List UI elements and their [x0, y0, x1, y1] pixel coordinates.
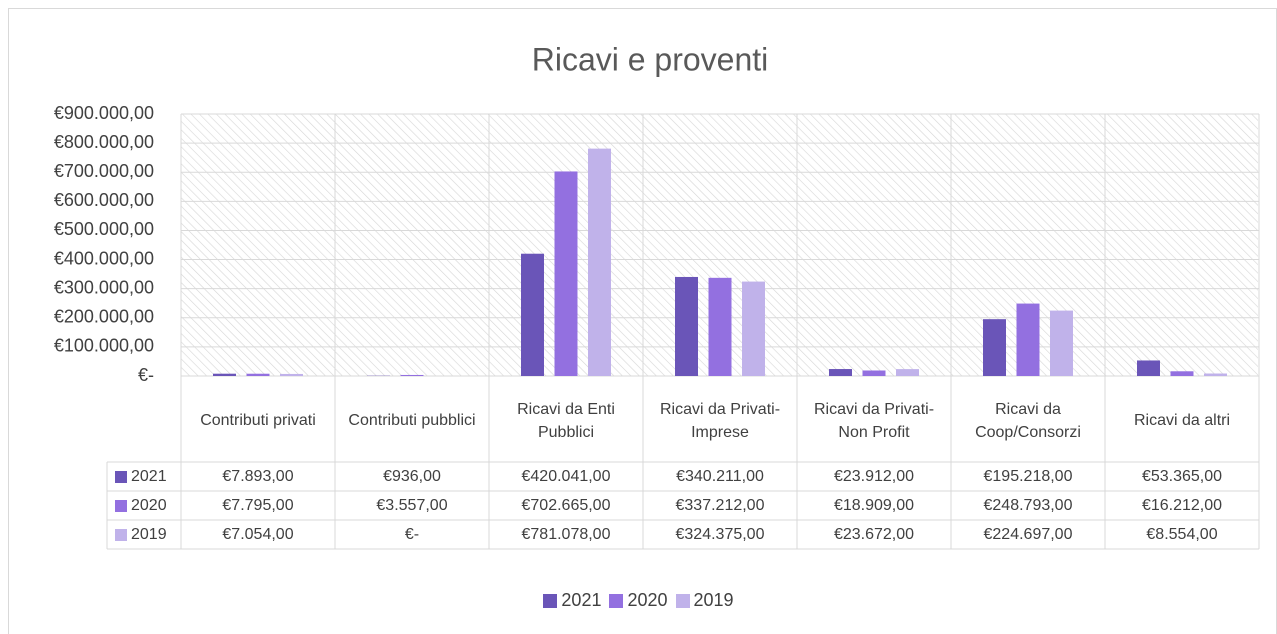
table-value: €16.212,00: [1141, 496, 1223, 514]
bar: [588, 148, 611, 376]
table-value: €420.041,00: [521, 467, 611, 485]
table-value: €702.665,00: [521, 496, 611, 514]
bar: [521, 253, 544, 376]
bar: [862, 370, 886, 376]
y-tick-label: €400.000,00: [54, 248, 154, 268]
table-row-header: 2019: [107, 520, 181, 549]
bar: [1204, 373, 1227, 376]
table-row-header: 2021: [107, 462, 181, 491]
table-value: €53.365,00: [1141, 467, 1223, 485]
legend: 2021 2020 2019: [0, 590, 1277, 611]
bar: [280, 373, 303, 376]
bar: [708, 277, 732, 376]
table-value: €7.893,00: [222, 467, 294, 485]
legend-label: 2020: [627, 590, 668, 610]
bar: [983, 319, 1006, 376]
x-tick-label: Ricavi da Coop/Consorzi: [975, 400, 1081, 441]
series-name: 2019: [131, 525, 167, 543]
table-value: €936,00: [383, 467, 441, 485]
legend-key: [115, 528, 127, 541]
legend-swatch: [675, 593, 690, 608]
table-value: €324.375,00: [675, 525, 765, 543]
x-tick-label: Ricavi da Privati-Imprese: [659, 400, 781, 441]
y-tick-label: €900.000,00: [54, 103, 154, 123]
y-tick-label: €300.000,00: [54, 277, 154, 297]
bar: [1016, 303, 1040, 376]
bar: [213, 373, 236, 376]
table-value: €7.795,00: [222, 496, 294, 514]
legend-item: 2020: [609, 590, 668, 611]
x-tick-label: Ricavi da Enti Pubblici: [517, 400, 615, 441]
table-value: €-: [404, 525, 420, 543]
table-row-header: 2020: [107, 491, 181, 520]
table-value: €224.697,00: [983, 525, 1073, 543]
table-value: €7.054,00: [222, 525, 294, 543]
y-tick-label: €600.000,00: [54, 190, 154, 210]
bar: [896, 369, 919, 376]
legend-swatch: [543, 593, 558, 608]
x-tick-label: Contributi privati: [200, 412, 316, 430]
bar: [1170, 371, 1194, 376]
bar: [675, 276, 698, 376]
y-tick-label: €700.000,00: [54, 161, 154, 181]
table-value: €23.912,00: [833, 467, 915, 485]
bar: [400, 374, 424, 376]
bar: [246, 373, 270, 376]
legend-key: [115, 499, 127, 512]
table-value: €340.211,00: [676, 467, 764, 485]
x-tick-label: Contributi pubblici: [348, 412, 476, 430]
table-value: €195.218,00: [983, 467, 1073, 485]
table-value: €3.557,00: [376, 496, 448, 514]
legend-item: 2019: [675, 590, 734, 611]
table-value: €248.793,00: [983, 496, 1073, 514]
y-tick-label: €200.000,00: [54, 307, 154, 327]
legend-item: 2021: [543, 590, 601, 611]
table-value: €337.212,00: [675, 496, 765, 514]
legend-label: 2021: [561, 590, 602, 610]
bar: [829, 369, 852, 376]
table-value: €23.672,00: [833, 525, 915, 543]
table-value: €18.909,00: [833, 496, 915, 514]
y-tick-label: €100.000,00: [54, 336, 154, 356]
y-tick-label: €500.000,00: [54, 219, 154, 239]
x-tick-label: Ricavi da altri: [1133, 412, 1231, 430]
table-value: €8.554,00: [1146, 525, 1218, 543]
y-tick-label: €-: [138, 365, 154, 385]
legend-swatch: [609, 593, 624, 608]
bar: [1050, 310, 1073, 376]
bar: [1137, 360, 1160, 376]
x-tick-label: Ricavi da Privati-Non Profit: [813, 400, 935, 441]
legend-key: [115, 470, 127, 483]
legend-label: 2019: [693, 590, 734, 610]
y-tick-label: €800.000,00: [54, 132, 154, 152]
chart-title: Ricavi e proventi: [532, 41, 769, 77]
bar: [742, 281, 765, 376]
series-name: 2021: [131, 467, 167, 485]
bar: [554, 171, 578, 376]
series-name: 2020: [131, 496, 167, 514]
table-value: €781.078,00: [521, 525, 611, 543]
